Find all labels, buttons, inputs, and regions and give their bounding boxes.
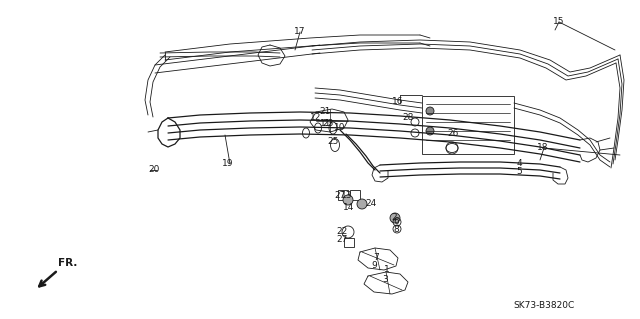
Text: 23: 23 <box>323 118 333 128</box>
Text: 19: 19 <box>222 159 234 167</box>
Text: FR.: FR. <box>58 258 77 268</box>
Text: 15: 15 <box>553 18 564 26</box>
Text: 25: 25 <box>327 137 339 145</box>
Text: 28: 28 <box>403 114 413 122</box>
Text: 26: 26 <box>447 130 459 138</box>
Circle shape <box>357 199 367 209</box>
Circle shape <box>426 107 434 115</box>
Text: 20: 20 <box>148 166 160 174</box>
Text: 3: 3 <box>382 276 388 285</box>
Circle shape <box>390 213 400 223</box>
Circle shape <box>426 127 434 135</box>
Text: SK73-B3820C: SK73-B3820C <box>514 300 575 309</box>
Bar <box>350 190 360 200</box>
Text: 24: 24 <box>365 199 376 209</box>
Text: 8: 8 <box>393 226 399 234</box>
Text: 11: 11 <box>320 120 332 129</box>
Bar <box>344 238 354 247</box>
Text: 9: 9 <box>371 261 377 270</box>
Text: 21: 21 <box>319 107 331 115</box>
Text: 17: 17 <box>294 27 306 36</box>
Text: 14: 14 <box>343 203 355 211</box>
Text: 12: 12 <box>310 113 322 122</box>
Text: 4: 4 <box>516 159 522 167</box>
Text: 5: 5 <box>516 167 522 175</box>
Text: 22: 22 <box>337 226 348 235</box>
Text: 13: 13 <box>341 191 353 201</box>
Text: 10: 10 <box>334 122 346 131</box>
Text: 27: 27 <box>336 235 348 244</box>
Circle shape <box>343 195 353 205</box>
Text: 27: 27 <box>334 191 346 201</box>
Bar <box>338 190 348 200</box>
Text: 6: 6 <box>393 218 399 226</box>
Text: 1: 1 <box>384 265 390 275</box>
Text: 7: 7 <box>373 253 379 262</box>
Text: 2: 2 <box>391 212 397 221</box>
Bar <box>422 96 514 154</box>
Text: 18: 18 <box>537 143 548 152</box>
Text: 16: 16 <box>392 97 404 106</box>
